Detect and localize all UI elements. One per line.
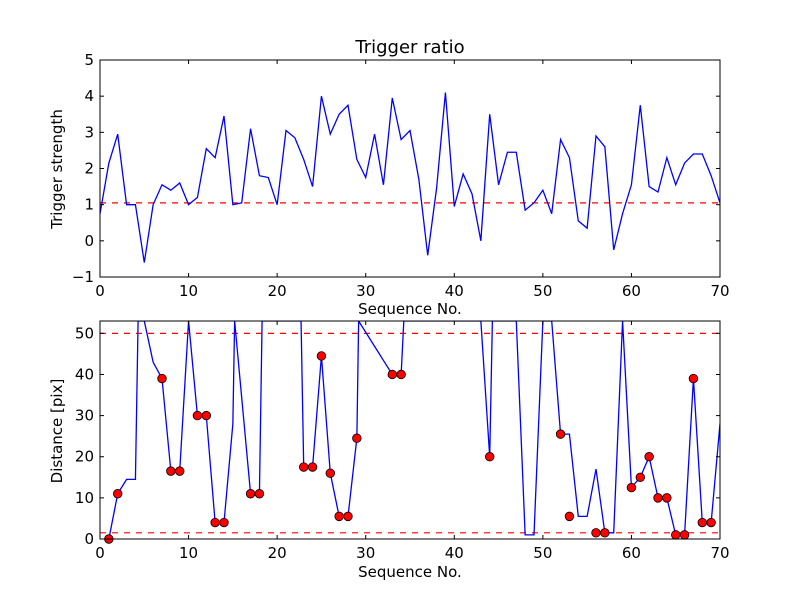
bottom-data-point [352, 433, 362, 443]
bottom-data-point [334, 511, 344, 522]
bottom-x-tick-label: 30 [356, 544, 375, 562]
top-y-tick-label: 1 [84, 196, 94, 214]
bottom-data-point [201, 410, 211, 421]
bottom-data-point [662, 493, 672, 503]
bottom-data-point [316, 351, 327, 361]
bottom-y-axis-label: Distance [pix] [48, 379, 66, 484]
bottom-y-tick-label: 10 [75, 489, 94, 507]
bottom-x-tick-label: 60 [622, 544, 641, 562]
top-y-tick-label: 5 [84, 51, 94, 69]
top-x-tick-label: 40 [445, 282, 464, 300]
top-chart-title: Trigger ratio [354, 37, 464, 58]
top-x-tick-label: 60 [622, 282, 641, 300]
bottom-y-tick-label: 20 [75, 448, 94, 466]
bottom-data-point [307, 462, 318, 472]
bottom-y-tick-label: 30 [75, 407, 94, 425]
bottom-data-point [653, 493, 663, 503]
bottom-data-point [387, 369, 397, 380]
bottom-data-point [635, 472, 645, 483]
bottom-data-point [644, 452, 654, 462]
top-y-axis-label: Trigger strength [48, 109, 66, 230]
bottom-x-axis-label: Sequence No. [358, 563, 462, 581]
bottom-data-point [299, 462, 309, 472]
bottom-y-tick-label: 40 [75, 365, 94, 383]
bottom-y-tick-label: 0 [84, 530, 94, 548]
bottom-data-point [245, 489, 256, 499]
bottom-data-point [192, 410, 203, 421]
top-x-tick-label: 10 [179, 282, 198, 300]
top-x-tick-label: 70 [710, 282, 729, 300]
bottom-data-point [626, 482, 637, 493]
bottom-data-point [688, 373, 699, 384]
bottom-data-point [555, 429, 566, 439]
bottom-data-point [485, 452, 495, 462]
top-x-tick-label: 20 [268, 282, 287, 300]
bottom-data-point [175, 466, 185, 476]
top-x-tick-label: 30 [356, 282, 375, 300]
bottom-data-point [219, 517, 229, 528]
bottom-x-tick-label: 20 [268, 544, 287, 562]
top-y-tick-label: 4 [84, 87, 94, 105]
bottom-x-tick-label: 0 [95, 544, 105, 562]
top-y-tick-label: −1 [72, 268, 94, 286]
bottom-axes-frame [99, 320, 721, 540]
bottom-data-point [600, 528, 610, 538]
top-x-tick-label: 0 [95, 282, 105, 300]
bottom-data-point [254, 489, 265, 499]
bottom-data-point [157, 373, 167, 384]
bottom-data-point [591, 528, 601, 538]
bottom-data-point [564, 511, 575, 522]
bottom-x-tick-label: 40 [445, 544, 464, 562]
bottom-y-tick-label: 50 [75, 324, 94, 342]
top-y-tick-label: 3 [84, 123, 94, 141]
bottom-data-point [396, 369, 406, 380]
bottom-data-point [671, 530, 681, 540]
bottom-plot-area: 0 10 20 30 40 50 60 70 0 10 20 30 40 50 [75, 320, 730, 562]
top-data-line [100, 92, 720, 263]
bottom-data-point [343, 511, 353, 522]
top-x-tick-label: 50 [533, 282, 552, 300]
bottom-data-point [166, 466, 176, 476]
bottom-x-tick-label: 70 [710, 544, 729, 562]
bottom-x-tick-label: 50 [533, 544, 552, 562]
bottom-data-point [679, 530, 690, 540]
bottom-data-point [325, 468, 335, 478]
top-series-group [100, 92, 720, 263]
bottom-x-tick-label: 10 [179, 544, 198, 562]
top-x-axis-label: Sequence No. [358, 300, 462, 318]
top-y-tick-label: 0 [84, 232, 94, 250]
bottom-data-point [113, 489, 123, 499]
top-y-tick-label: 2 [84, 160, 94, 178]
bottom-data-point [706, 517, 716, 528]
bottom-data-point [210, 517, 220, 528]
bottom-data-point [697, 517, 707, 528]
